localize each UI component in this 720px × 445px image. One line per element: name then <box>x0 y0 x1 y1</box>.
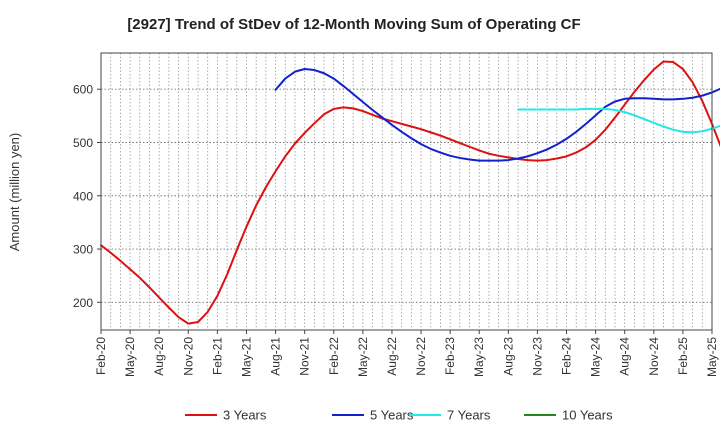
x-tick-label: Nov-23 <box>530 337 544 376</box>
x-gridlines <box>110 53 703 330</box>
x-tick-label: Feb-25 <box>676 337 690 375</box>
legend-item-5-years: 5 Years <box>332 408 414 423</box>
y-tick-label: 400 <box>73 189 93 203</box>
legend-label: 10 Years <box>562 408 613 423</box>
x-tick-label: Feb-21 <box>210 337 224 375</box>
series-layer <box>100 60 720 325</box>
x-tick-label: May-20 <box>123 337 137 377</box>
series-3-years <box>100 60 720 325</box>
x-tick-label: May-23 <box>472 337 486 377</box>
x-tick-label: Nov-21 <box>298 337 312 376</box>
y-axis-label: Amount (million yen) <box>7 133 22 252</box>
legend: 3 Years 5 Years 7 Years 10 Years <box>185 408 613 423</box>
legend-label: 5 Years <box>370 408 414 423</box>
y-tick-label: 500 <box>73 136 93 150</box>
legend-item-7-years: 7 Years <box>409 408 491 423</box>
series-7-years <box>517 107 720 134</box>
y-axis-ticks: 200 300 400 500 600 <box>73 83 101 310</box>
x-tick-label: Nov-24 <box>647 337 661 376</box>
series-5-years <box>274 67 720 162</box>
legend-label: 7 Years <box>447 408 491 423</box>
legend-item-10-years: 10 Years <box>524 408 613 423</box>
x-tick-label: May-25 <box>705 337 719 377</box>
x-axis-ticks: Feb-20 May-20 Aug-20 Nov-20 Feb-21 May-21 Aug-… <box>94 330 719 377</box>
x-tick-label: May-22 <box>356 337 370 377</box>
x-tick-label: Aug-22 <box>385 337 399 376</box>
chart-title: [2927] Trend of StDev of 12-Month Moving… <box>127 16 580 33</box>
x-tick-label: May-21 <box>239 337 253 377</box>
x-tick-label: Aug-20 <box>152 337 166 376</box>
x-tick-label: Feb-23 <box>443 337 457 375</box>
x-tick-label: Aug-23 <box>501 337 515 376</box>
plot-area <box>101 53 712 330</box>
y-tick-label: 200 <box>73 296 93 310</box>
x-tick-label: Feb-20 <box>94 337 108 375</box>
x-tick-label: Feb-24 <box>560 337 574 375</box>
plot-frame <box>100 52 713 331</box>
y-tick-label: 300 <box>73 243 93 257</box>
x-tick-label: Aug-21 <box>269 337 283 376</box>
series-line-3-years <box>100 60 720 325</box>
y-tick-label: 600 <box>73 83 93 97</box>
x-tick-label: Nov-20 <box>181 337 195 376</box>
y-gridlines <box>101 88 712 303</box>
legend-label: 3 Years <box>223 408 267 423</box>
x-tick-label: May-24 <box>589 337 603 377</box>
x-tick-label: Nov-22 <box>414 337 428 376</box>
legend-item-3-years: 3 Years <box>185 408 267 423</box>
series-line-7-years <box>517 107 720 134</box>
x-tick-label: Feb-22 <box>327 337 341 375</box>
series-line-5-years <box>274 67 720 162</box>
x-tick-label: Aug-24 <box>618 337 632 376</box>
